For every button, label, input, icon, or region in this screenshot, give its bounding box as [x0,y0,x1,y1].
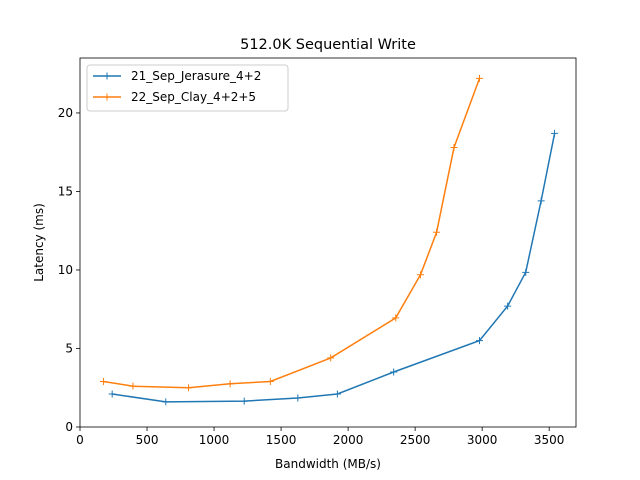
y-axis-label: Latency (ms) [32,203,46,282]
y-tick-label: 0 [65,420,73,434]
y-tick-label: 5 [65,341,73,355]
legend-box [86,64,289,112]
data-point [99,377,107,385]
x-tick-label: 500 [136,433,159,447]
plot-frame [79,57,577,428]
data-point [416,271,424,279]
data-point [450,144,458,152]
x-tick-label: 3000 [467,433,498,447]
x-tick-label: 2500 [400,433,431,447]
data-point [327,354,335,362]
y-tick-label: 10 [58,263,73,277]
series-line-2 [103,78,481,389]
y-tick-label: 15 [58,184,73,198]
y-tick-label: 20 [58,106,73,120]
data-point [240,397,248,405]
data-point [129,382,137,390]
chart-title: 512.0K Sequential Write [240,37,416,53]
data-point [522,268,530,276]
data-point [185,384,193,392]
data-point [226,380,234,388]
legend-marker [103,93,111,101]
x-tick-label: 1500 [266,433,297,447]
data-point [392,314,400,322]
data-point [390,368,398,376]
data-point [294,394,302,402]
x-axis-label: Bandwidth (MB/s) [275,457,381,471]
data-point [551,129,559,137]
data-point [162,398,170,406]
legend-marker [103,72,111,80]
data-point [475,337,483,345]
x-tick-label: 3500 [534,433,565,447]
legend-label: 22_Sep_Clay_4+2+5 [131,90,256,104]
data-point [266,377,274,385]
x-tick-label: 2000 [333,433,364,447]
data-point [108,390,116,398]
data-point [537,197,545,205]
legend: 21_Sep_Jerasure_4+2 22_Sep_Clay_4+2+5 [86,64,289,112]
data-point [475,74,483,82]
x-tick-label: 0 [76,433,84,447]
data-point [433,228,441,236]
data-point [504,302,512,310]
data-point [333,390,341,398]
series-line-1 [112,133,556,403]
legend-label: 21_Sep_Jerasure_4+2 [131,69,261,83]
x-tick-label: 1000 [199,433,230,447]
